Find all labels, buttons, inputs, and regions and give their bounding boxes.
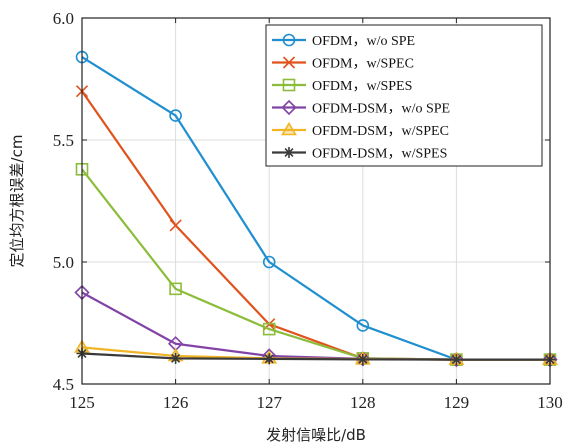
legend-item: OFDM-DSM，w/SPES — [272, 147, 447, 162]
series-line — [81, 352, 550, 361]
series-line — [81, 291, 550, 361]
series-layer — [74, 50, 558, 368]
plot-frame — [81, 17, 551, 385]
legend-label: OFDM-DSM，w/SPES — [312, 147, 447, 162]
data-point — [169, 219, 182, 232]
legend-marker — [282, 56, 296, 69]
legend-item: OFDM，w/SPEC — [272, 56, 414, 72]
legend-label: OFDM，w/SPES — [312, 79, 412, 94]
ticks: 125 126 127 128 129 130 4.5 5.0 5.5 6.0 — [53, 9, 563, 412]
legend-item: OFDM，w/o SPE — [272, 33, 415, 49]
legend: OFDM，w/o SPE OFDM，w/SPEC OFDM，w/SPES OFDM-D… — [265, 24, 543, 167]
x-axis-label: 发射信噪比/dB — [266, 426, 366, 444]
data-point — [355, 351, 371, 367]
data-point — [262, 255, 276, 269]
y-tick-label: 4.5 — [53, 375, 74, 394]
series-3 — [75, 162, 557, 366]
x-tick-label: 128 — [350, 393, 376, 412]
legend-item: OFDM-DSM，w/o SPE — [272, 99, 450, 117]
data-point — [169, 109, 182, 122]
y-axis-label: 定位均方根误差/cm — [8, 135, 26, 268]
legend-item: OFDM，w/SPES — [272, 78, 412, 94]
y-tick-label: 5.5 — [53, 131, 74, 150]
legend-label: OFDM，w/SPEC — [312, 57, 414, 72]
y-tick-label: 6.0 — [53, 9, 74, 28]
y-tick-label: 5.0 — [53, 253, 74, 272]
legend-marker — [281, 99, 297, 116]
data-point — [450, 354, 462, 366]
data-point — [356, 319, 370, 332]
x-tick-label: 130 — [537, 393, 563, 412]
data-point — [448, 351, 465, 368]
x-tick-label: 125 — [69, 393, 95, 412]
legend-marker — [282, 33, 296, 47]
legend-marker — [283, 147, 295, 158]
legend-label: OFDM，w/o SPE — [312, 34, 415, 49]
data-point — [357, 353, 369, 365]
x-tick-label: 126 — [163, 393, 189, 412]
legend-label: OFDM-DSM，w/o SPE — [312, 102, 450, 117]
legend-marker — [281, 121, 297, 136]
x-tick-label: 129 — [444, 393, 470, 412]
x-tick-label: 127 — [256, 393, 282, 412]
data-point — [169, 282, 182, 296]
data-point — [262, 322, 276, 336]
data-point — [263, 353, 275, 365]
legend-marker — [282, 78, 296, 92]
data-point — [170, 352, 182, 364]
legend-label: OFDM-DSM，w/SPEC — [312, 124, 449, 139]
legend-box — [265, 24, 543, 167]
legend-item: OFDM-DSM，w/SPEC — [272, 121, 449, 139]
